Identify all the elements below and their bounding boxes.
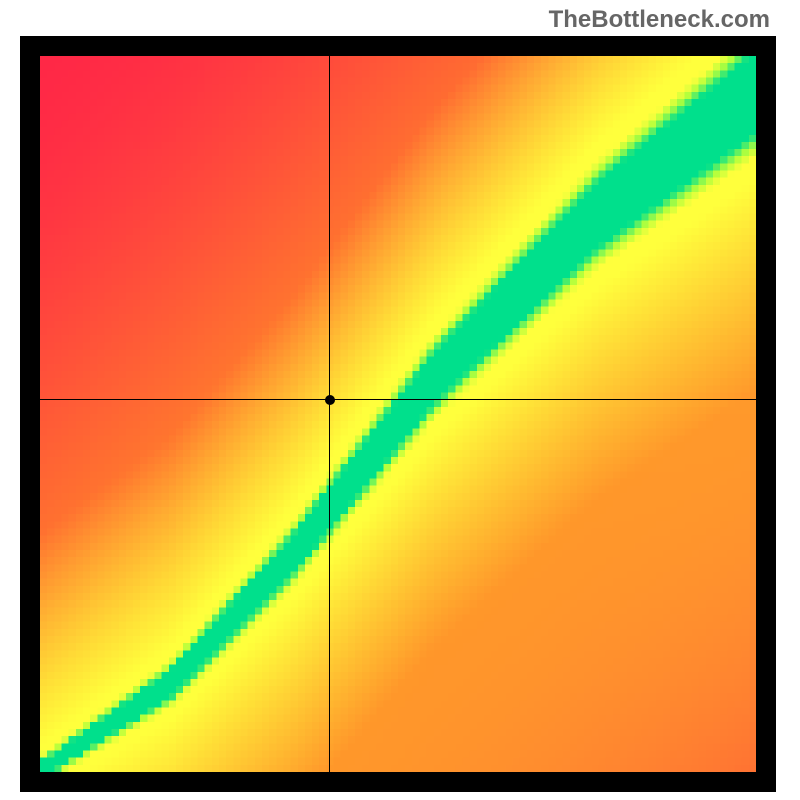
watermark-text: TheBottleneck.com: [549, 6, 770, 34]
crosshair-vertical: [329, 56, 330, 772]
plot-frame: [20, 36, 776, 792]
crosshair-horizontal: [40, 399, 756, 400]
chart-container: TheBottleneck.com: [0, 0, 800, 800]
marker-dot: [325, 395, 335, 405]
